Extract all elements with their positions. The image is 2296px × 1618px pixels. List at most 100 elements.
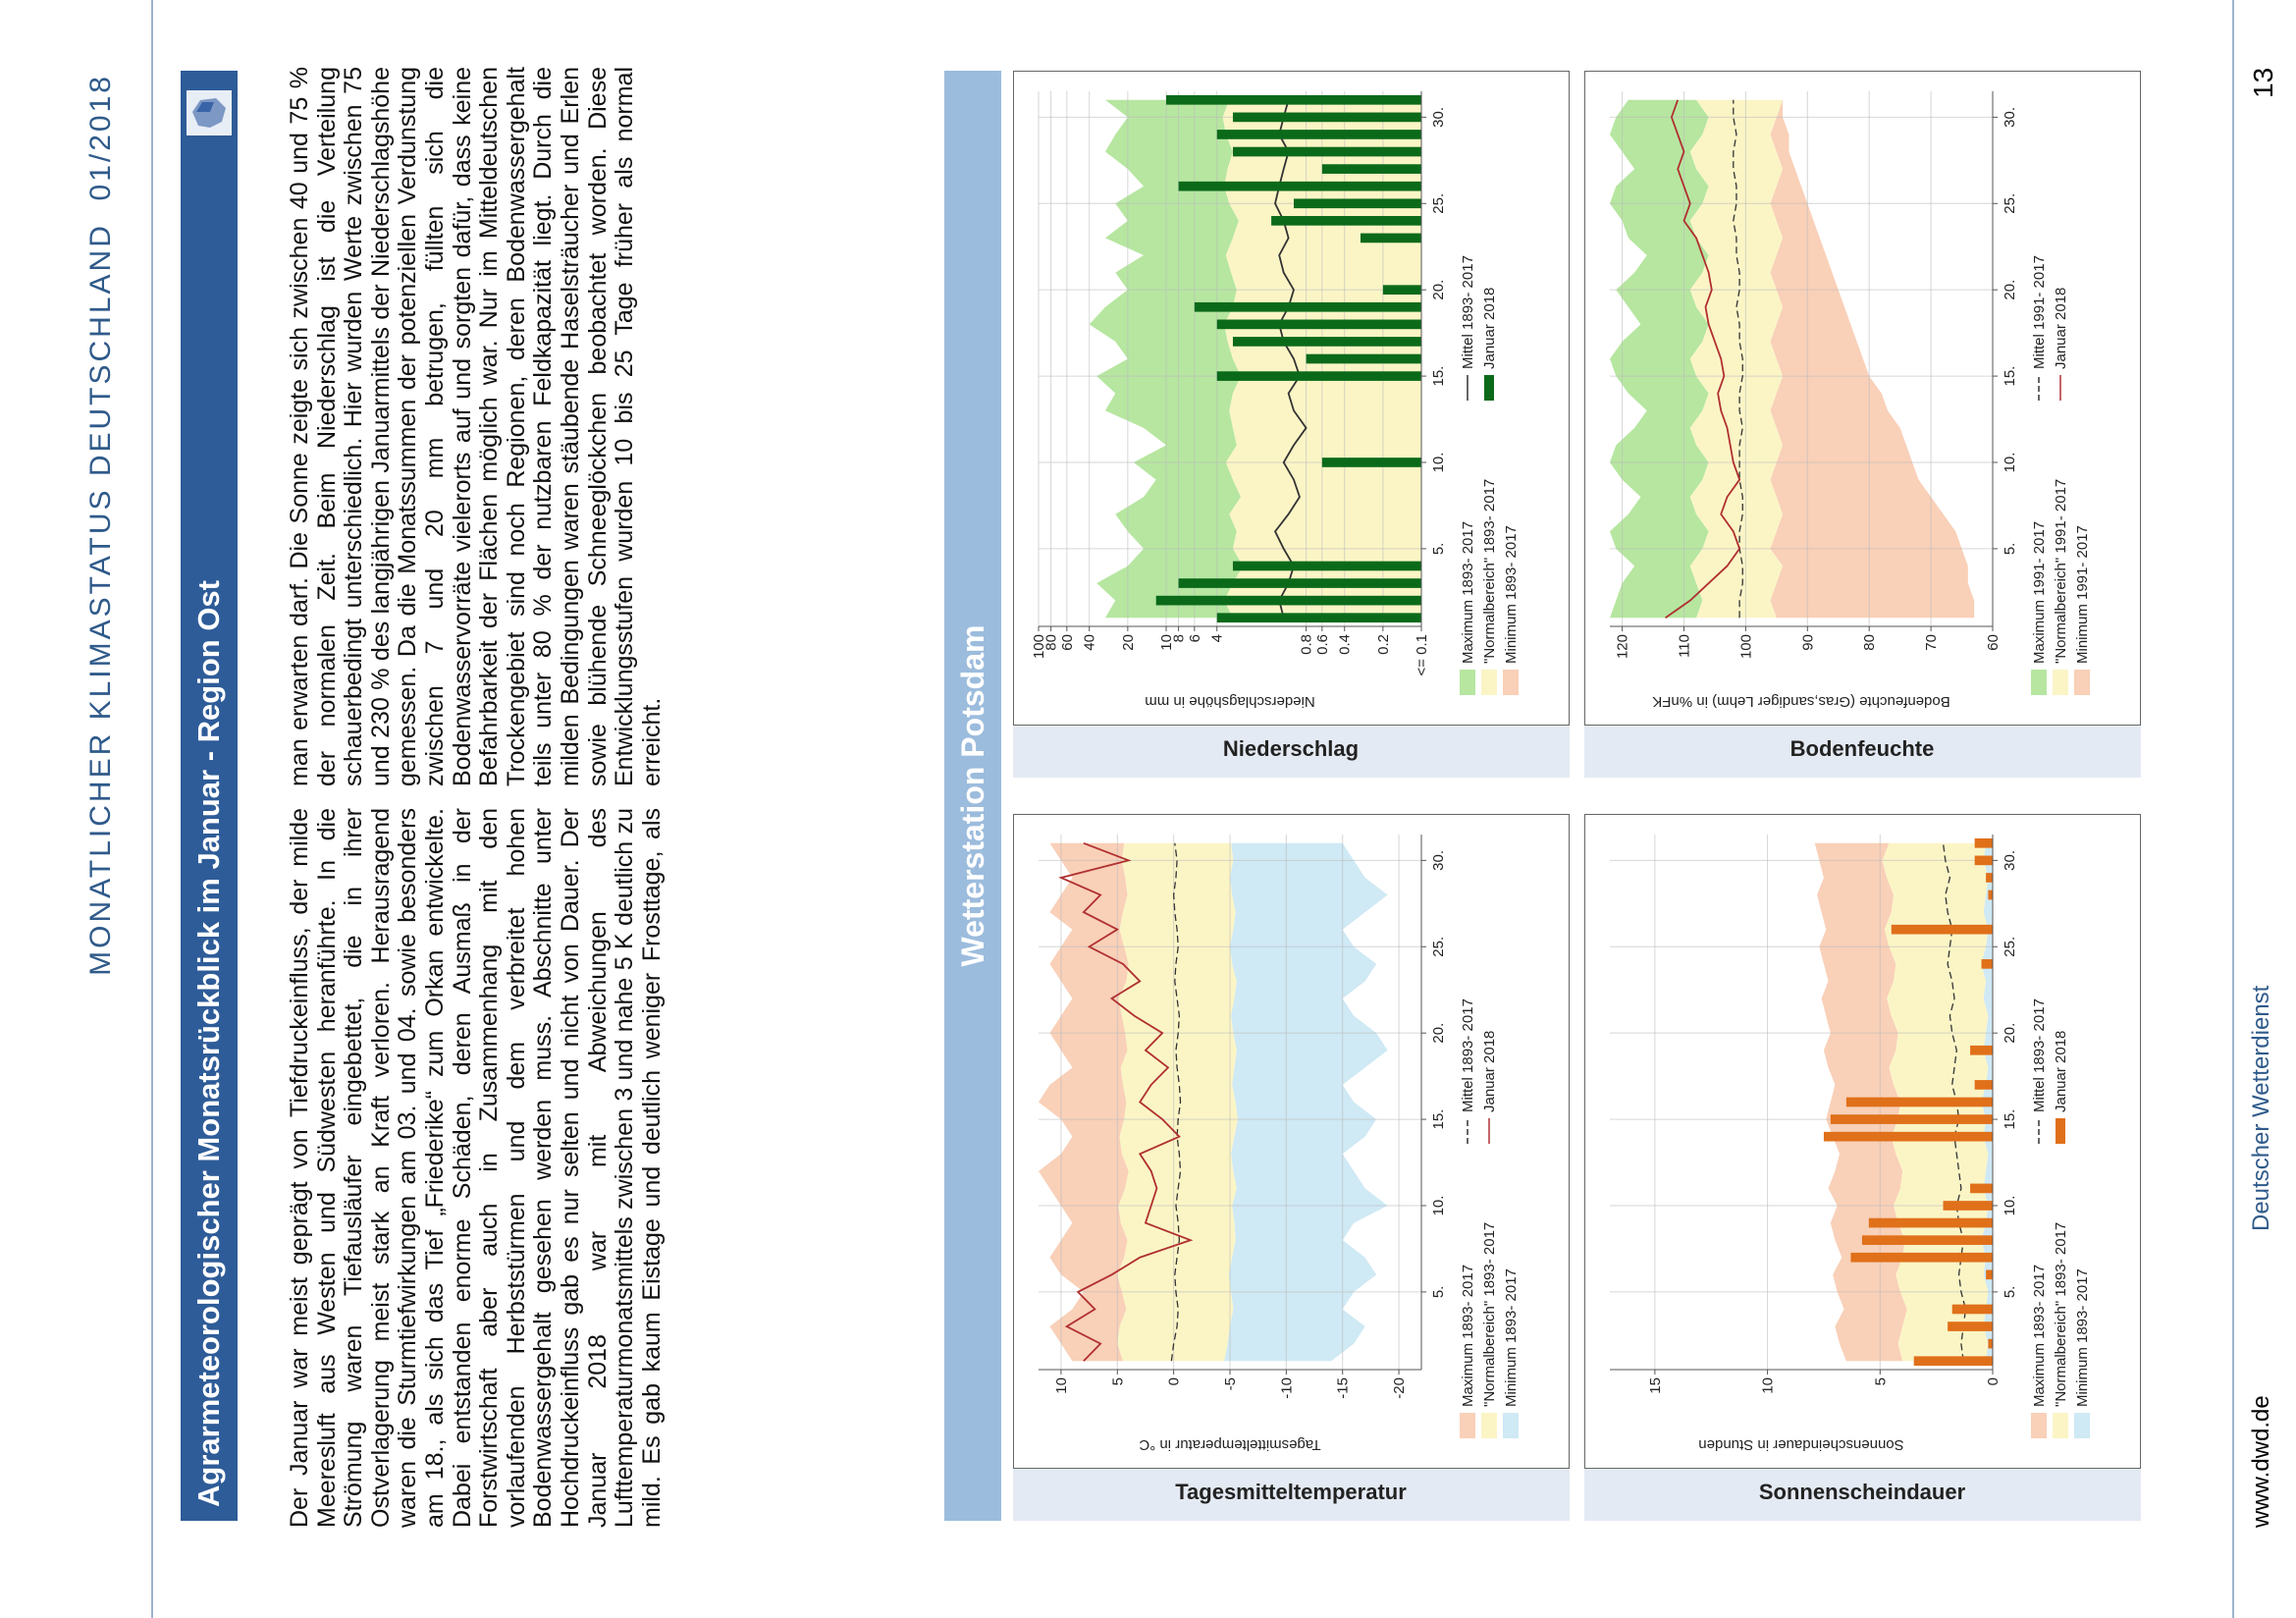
- y-tick-label: -15: [1335, 1377, 1352, 1399]
- x-tick-label: 10.: [2002, 453, 2018, 473]
- legend-swatch: [2074, 1413, 2090, 1438]
- legend-swatch: [2053, 670, 2068, 695]
- y-axis-title: Sonnenscheindauer in Stunden: [1698, 1436, 1903, 1453]
- y-tick-label: 5: [1872, 1377, 1889, 1385]
- y-tick-label: 100: [1737, 634, 1754, 659]
- body-text: Der Januar war meist geprägt von Tiefdru…: [287, 67, 666, 1528]
- issue: 01/2018: [84, 74, 117, 201]
- bar: [1845, 1097, 1993, 1107]
- bar: [1830, 1114, 1993, 1124]
- legend-swatch: [2031, 1413, 2047, 1438]
- footer-org: Deutscher Wetterdienst: [2248, 985, 2274, 1231]
- bar: [1986, 1269, 1993, 1280]
- y-tick-label: 80: [1043, 634, 1060, 651]
- legend-label: Minimum 1893- 2017: [2074, 1268, 2091, 1407]
- rule: [2232, 0, 2234, 1618]
- y-tick-label: -5: [1222, 1377, 1239, 1390]
- legend-label: Januar 2018: [1481, 288, 1498, 369]
- y-tick-label: 4: [1209, 634, 1226, 642]
- legend-label: "Normalbereich" 1893- 2017: [2053, 1222, 2069, 1407]
- bar: [1988, 1338, 1993, 1349]
- x-tick-label: 5.: [1430, 543, 1447, 556]
- y-tick-label: 10: [1053, 1377, 1070, 1394]
- band-minimum: [1770, 99, 1975, 619]
- panel-strip: Bodenfeuchte: [1584, 726, 2141, 778]
- x-tick-label: 5.: [2002, 1286, 2018, 1299]
- y-tick-label: 5: [1109, 1377, 1126, 1385]
- y-tick-label: 0.2: [1375, 634, 1392, 655]
- panel-title: Bodenfeuchte: [1790, 736, 1935, 761]
- line: [1170, 842, 1182, 1362]
- x-tick-label: 5.: [1430, 1286, 1447, 1299]
- legend-label: Mittel 1893- 2017: [1460, 255, 1476, 369]
- bar: [1178, 181, 1421, 191]
- legend-label: "Normalbereich" 1893- 2017: [1481, 1222, 1498, 1407]
- bar: [1970, 1183, 1993, 1194]
- legend-swatch: [1484, 375, 1494, 401]
- chart: 0 5 10 15 5. 10. 15. 20. 25. 30. Sonnenscheindauer…: [1584, 814, 2141, 1469]
- bar: [1232, 112, 1421, 123]
- bar: [1271, 216, 1421, 226]
- chart: 10 5 0 -5 -10 -15 -20 5. 10. 15. 20. 25. 30. Tagesmit…: [1013, 814, 1570, 1469]
- y-tick-label: 60: [1985, 634, 2002, 651]
- y-tick-label: 110: [1676, 634, 1692, 658]
- bar: [1166, 94, 1421, 105]
- legend-swatch: [1460, 1413, 1475, 1438]
- x-tick-label: 25.: [1430, 937, 1447, 957]
- bar: [1194, 301, 1421, 312]
- legend-swatch: [2031, 670, 2047, 695]
- x-tick-label: 25.: [2002, 937, 2018, 957]
- chart-panel: Tagesmitteltemperatur 10 5 0 -5 -10 -15 -20 5. 10…: [1013, 814, 1570, 1521]
- band-normal: [1117, 842, 1239, 1362]
- bar: [1216, 613, 1421, 623]
- plot: [1610, 99, 1975, 619]
- legend-swatch: [2056, 1118, 2065, 1144]
- bar: [1850, 1252, 1993, 1263]
- title-bar: Agrarmeteorologischer Monatsrückblick im…: [181, 71, 238, 1521]
- y-tick-label: 100: [1031, 634, 1047, 659]
- panel-strip: Sonnenscheindauer: [1584, 1469, 2141, 1521]
- x-tick-label: 20.: [2002, 280, 2018, 300]
- y-tick-label: 15: [1647, 1377, 1664, 1394]
- x-tick-label: 10.: [1430, 1196, 1447, 1216]
- y-tick-label: 120: [1615, 634, 1631, 659]
- x-tick-label: 30.: [1430, 107, 1447, 128]
- y-tick-label: 0.4: [1337, 634, 1354, 655]
- legend-swatch: [1481, 670, 1497, 695]
- bar: [1321, 164, 1421, 174]
- legend-label: "Normalbereich" 1991- 2017: [2053, 479, 2069, 664]
- y-tick-label: 6: [1187, 634, 1203, 642]
- title: Agrarmeteorologischer Monatsrückblick im…: [191, 579, 226, 1507]
- y-tick-label: 0.8: [1299, 634, 1315, 655]
- y-tick-label: -10: [1278, 1377, 1295, 1399]
- y-tick-label: <= 0.1: [1414, 634, 1430, 676]
- bar: [1216, 319, 1421, 330]
- y-axis-title: Tagesmitteltemperatur in °C: [1139, 1436, 1320, 1453]
- chart-panel: Niederschlag 100 80 60 40 20 10 8 6 4 0.8 0.6 0.4 0.2…: [1013, 71, 1570, 778]
- rule: [151, 0, 153, 1618]
- y-tick-label: 0: [1166, 1377, 1183, 1385]
- legend-label: "Normalbereich" 1893- 2017: [1481, 479, 1498, 664]
- legend-swatch: [1503, 1413, 1519, 1438]
- chart-panel: Bodenfeuchte 60 70 80 90 100 110 120 5. 10. 15. 20.…: [1584, 71, 2141, 778]
- x-tick-label: 10.: [1430, 453, 1447, 473]
- legend-label: Mittel 1991- 2017: [2031, 255, 2048, 369]
- page-number: 13: [2248, 67, 2278, 98]
- legend-label: Januar 2018: [2053, 1031, 2069, 1112]
- y-tick-label: 90: [1799, 634, 1816, 651]
- bar: [1155, 595, 1421, 606]
- x-tick-label: 30.: [2002, 107, 2018, 128]
- x-tick-label: 15.: [1430, 1109, 1447, 1130]
- legend-swatch: [1503, 670, 1519, 695]
- x-tick-label: 25.: [2002, 193, 2018, 214]
- y-tick-label: 60: [1059, 634, 1076, 651]
- chart-panel: Sonnenscheindauer 0 5 10 15 5. 10. 15. 20. 25. 30.…: [1584, 814, 2141, 1521]
- y-tick-label: 10: [1158, 634, 1175, 651]
- x-tick-label: 15.: [1430, 366, 1447, 387]
- bar: [1360, 233, 1421, 243]
- series: [1823, 837, 1993, 1367]
- bar: [1232, 337, 1421, 347]
